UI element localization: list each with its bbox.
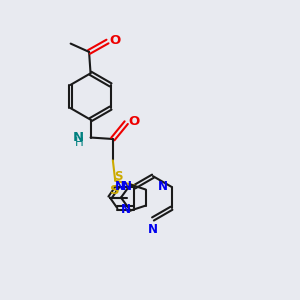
Text: N: N [73,131,84,144]
Text: H: H [75,136,84,149]
Text: S: S [115,170,123,183]
Text: S: S [110,184,120,197]
Text: N: N [122,180,132,194]
Text: O: O [128,115,140,128]
Text: N: N [115,180,124,193]
Text: O: O [110,34,121,47]
Text: N: N [158,180,168,194]
Text: N: N [148,223,158,236]
Text: N: N [121,203,131,216]
